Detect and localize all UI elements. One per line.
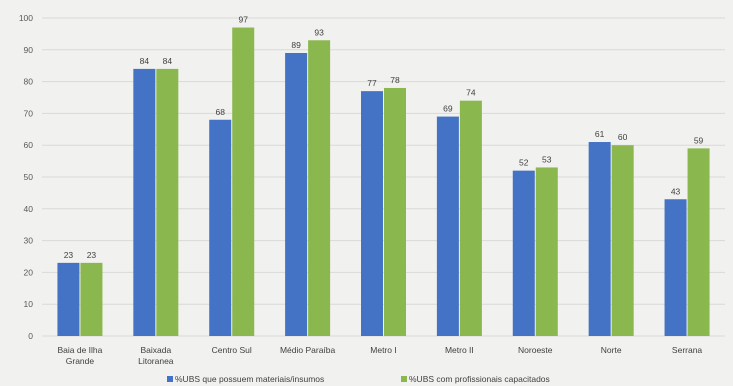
bar-series-1 (209, 119, 232, 336)
legend-label-2: %UBS com profissionais capacitados (409, 374, 550, 384)
y-tick-label: 90 (24, 45, 34, 55)
y-tick-label: 10 (24, 299, 34, 309)
data-labels: 23 23 84 84 68 97 89 93 77 78 69 74 52 53 61 60 43 59 (64, 15, 704, 260)
gridlines (42, 17, 725, 337)
category-label: Norte (601, 345, 622, 355)
y-tick-label: 60 (24, 140, 34, 150)
data-label: 74 (466, 88, 476, 98)
data-label: 59 (694, 135, 704, 145)
bar-series-1 (361, 91, 383, 336)
bar-series-1 (285, 52, 308, 336)
y-axis-ticks: 0 10 20 30 40 50 60 70 80 90 100 (19, 13, 33, 341)
bar-series-1 (664, 199, 687, 336)
y-tick-label: 0 (28, 331, 33, 341)
data-label: 53 (542, 154, 552, 164)
data-label: 43 (671, 186, 681, 196)
bar-series-2 (535, 167, 558, 336)
y-tick-label: 30 (24, 236, 34, 246)
bar-series-2 (232, 27, 255, 336)
bar-series-2 (80, 262, 103, 336)
data-label: 23 (64, 250, 74, 260)
bar-series-1 (512, 170, 535, 336)
data-label: 93 (314, 27, 324, 37)
data-label: 78 (390, 75, 400, 85)
legend: %UBS que possuem materiais/insumos %UBS c… (167, 374, 550, 384)
legend-swatch-2 (401, 376, 407, 382)
category-label: Serrana (672, 345, 703, 355)
category-label: Baia de Ilha (57, 345, 102, 355)
bar-series-2 (156, 68, 179, 336)
bar-series-1 (133, 68, 156, 336)
bar-series-2 (384, 87, 406, 337)
y-tick-label: 20 (24, 267, 34, 277)
category-label: Médio Paraíba (280, 345, 336, 355)
data-label: 97 (238, 15, 248, 25)
legend-swatch-1 (167, 376, 173, 382)
bar-series-1 (57, 262, 80, 336)
category-label: Litoranea (138, 356, 174, 366)
category-label: Metro II (445, 345, 474, 355)
bars (57, 27, 710, 337)
bar-series-2 (611, 145, 634, 336)
data-label: 69 (443, 104, 453, 114)
y-tick-label: 80 (24, 77, 34, 87)
data-label: 52 (519, 158, 529, 168)
category-label: Baixada (140, 345, 171, 355)
data-label: 77 (367, 78, 377, 88)
bar-series-2 (687, 148, 710, 336)
y-tick-label: 100 (19, 13, 33, 23)
bar-series-2 (459, 100, 482, 337)
y-tick-label: 50 (24, 172, 34, 182)
data-label: 84 (163, 56, 173, 66)
bar-series-1 (436, 116, 459, 336)
category-label: Noroeste (518, 345, 553, 355)
data-label: 68 (215, 107, 225, 117)
y-tick-label: 70 (24, 108, 34, 118)
data-label: 23 (87, 250, 97, 260)
data-label: 84 (140, 56, 150, 66)
legend-label-1: %UBS que possuem materiais/insumos (175, 374, 324, 384)
data-label: 61 (595, 129, 605, 139)
category-label: Metro I (370, 345, 396, 355)
data-label: 89 (291, 40, 301, 50)
category-label: Centro Sul (212, 345, 252, 355)
bar-series-2 (308, 40, 331, 336)
data-label: 60 (618, 132, 628, 142)
y-tick-label: 40 (24, 204, 34, 214)
category-label: Grande (66, 356, 95, 366)
bar-series-1 (588, 142, 611, 336)
